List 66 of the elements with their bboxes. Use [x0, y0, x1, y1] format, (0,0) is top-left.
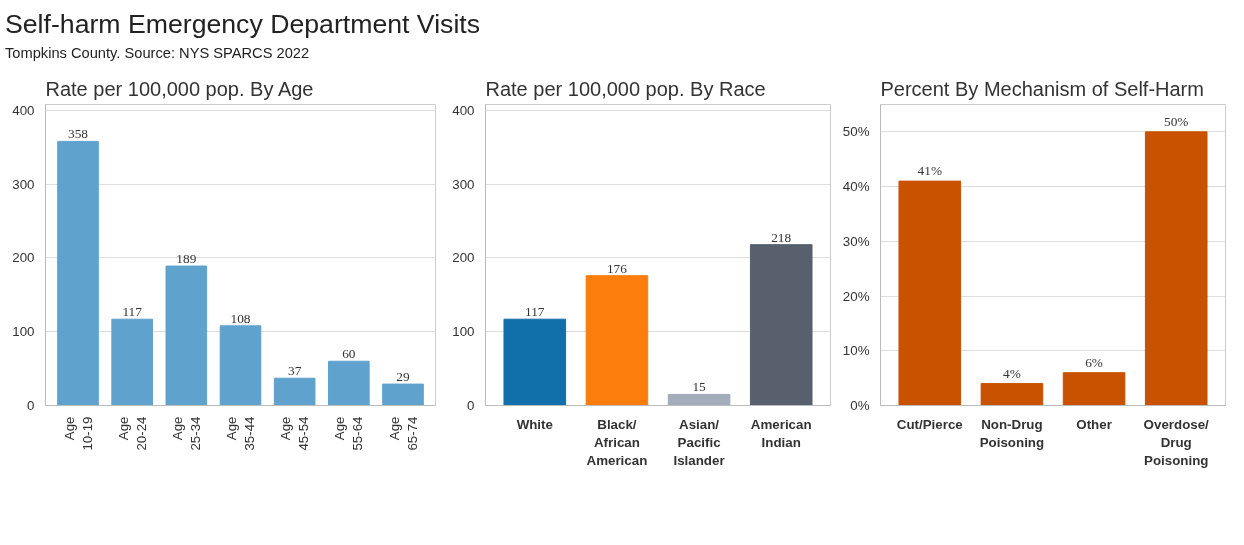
- y-tick-label: 10%: [842, 343, 870, 359]
- y-tick-label: 100: [452, 324, 475, 340]
- data-label: 108: [230, 310, 251, 326]
- x-tick-label: Age 25-34: [169, 415, 203, 451]
- y-tick-label: 200: [12, 250, 35, 266]
- chart-title: Rate per 100,000 pop. By Race: [485, 77, 766, 100]
- data-label: 41%: [917, 163, 943, 179]
- data-label: 117: [122, 304, 143, 320]
- bar: [382, 383, 424, 406]
- y-tick-label: 400: [452, 102, 475, 118]
- x-tick-label: Age 65-74: [386, 415, 420, 451]
- x-tick-label: Age 45-54: [278, 415, 312, 451]
- y-tick-label: 0%: [850, 398, 870, 413]
- data-label: 50%: [1164, 113, 1189, 129]
- bar: [219, 325, 262, 406]
- bar: [57, 140, 99, 406]
- x-tick-label: Black/African American: [586, 416, 648, 468]
- data-label: 189: [176, 251, 197, 267]
- y-tick-label: 50%: [842, 124, 870, 140]
- data-label: 358: [68, 126, 89, 142]
- bar: [328, 360, 370, 406]
- y-tick-label: 20%: [842, 288, 870, 304]
- y-tick-label: 300: [452, 176, 475, 192]
- y-tick-label: 0: [467, 398, 475, 413]
- y-tick-label: 40%: [842, 179, 870, 195]
- y-tick-label: 0: [27, 398, 35, 413]
- y-tick-label: 30%: [842, 233, 870, 249]
- bar: [165, 265, 208, 406]
- bar: [111, 318, 153, 406]
- x-tick-label: Age 10-19: [61, 416, 95, 451]
- x-tick-label: Age 20-24: [115, 415, 149, 451]
- x-tick-label: White: [516, 416, 553, 432]
- data-label: 218: [771, 229, 792, 245]
- x-tick-label: Non-Drug Poisoning: [979, 416, 1045, 450]
- y-tick-label: 200: [452, 250, 475, 266]
- y-tick-label: 400: [12, 102, 35, 118]
- x-tick-label: Age 35-44: [224, 415, 257, 451]
- x-tick-label: Age 55-64: [332, 415, 366, 451]
- bar: [749, 244, 813, 406]
- bar: [273, 377, 316, 406]
- x-tick-label: American Indian: [750, 416, 812, 450]
- data-label: 4%: [1003, 365, 1021, 381]
- data-label: 176: [606, 260, 628, 276]
- data-label: 117: [525, 304, 545, 320]
- bar: [667, 393, 731, 406]
- bar: [1144, 131, 1208, 406]
- bar: [898, 180, 962, 406]
- bar: [980, 383, 1044, 406]
- x-tick-label: Asian/Pacific Islander: [673, 416, 725, 468]
- data-label: 15: [692, 379, 707, 395]
- text: Self-harm Emergency Department Visits: [5, 8, 481, 41]
- x-tick-label: Overdose/Drug Poisoning: [1143, 416, 1210, 468]
- x-tick-label: Cut/Pierce: [896, 416, 963, 432]
- bar: [503, 318, 567, 406]
- chart-title: Rate per 100,000 pop. By Age: [45, 77, 314, 100]
- x-tick-label: Other: [1076, 416, 1112, 432]
- data-label: 60: [342, 346, 356, 362]
- data-label: 6%: [1085, 354, 1103, 370]
- bar: [1062, 372, 1126, 406]
- bar: [585, 275, 649, 406]
- data-label: 29: [396, 369, 410, 385]
- data-label: 37: [288, 363, 302, 379]
- text: Tompkins County. Source: NYS SPARCS 2022: [5, 44, 311, 64]
- y-tick-label: 300: [12, 176, 35, 192]
- chart-title: Percent By Mechanism of Self-Harm: [880, 77, 1204, 100]
- y-tick-label: 100: [12, 324, 35, 340]
